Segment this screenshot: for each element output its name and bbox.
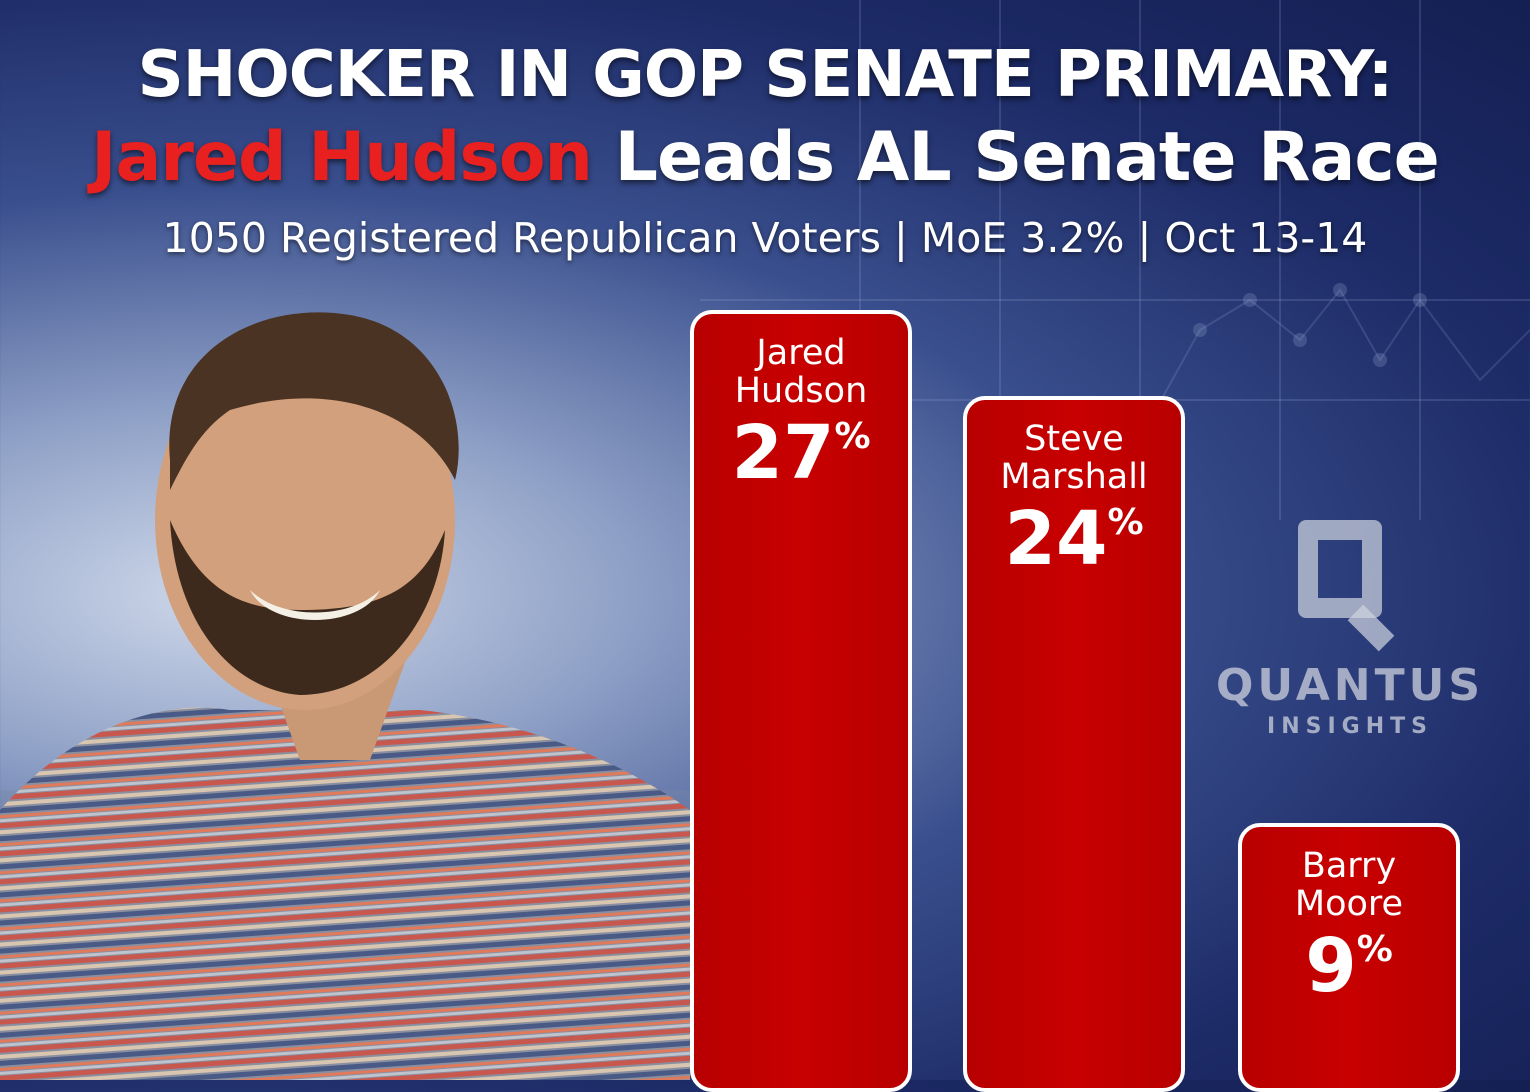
- title-rest: Leads AL Senate Race: [591, 118, 1440, 197]
- logo-submark: INSIGHTS: [1267, 714, 1433, 739]
- bar-value-label: 24%: [1004, 495, 1144, 582]
- bar-category-label: Barry Moore: [1294, 846, 1404, 925]
- q-logo-icon: [1298, 520, 1382, 618]
- bar-2: Steve Marshall 24%: [963, 395, 1185, 1092]
- logo-wordmark: QUANTUS: [1215, 660, 1485, 711]
- page-title-line1: SHOCKER IN GOP SENATE PRIMARY:: [137, 38, 1394, 112]
- bar-category-label: Jared Hudson: [734, 333, 868, 411]
- bar-category-label: Steve Marshall: [1000, 418, 1148, 497]
- quantus-insights-logo: QUANTUS INSIGHTS: [1210, 520, 1490, 750]
- bar-1: Jared Hudson 27%: [690, 310, 912, 1092]
- poll-subtitle: 1050 Registered Republican Voters | MoE …: [162, 214, 1368, 262]
- title-highlight: Jared Hudson: [91, 118, 593, 197]
- page-title-line2: Jared Hudson Leads AL Senate Race: [0, 118, 1530, 197]
- bar-value-label: 9%: [1305, 923, 1393, 1010]
- bar-3: Barry Moore 9%: [1238, 823, 1460, 1092]
- bar-value-label: 27%: [731, 410, 871, 496]
- candidate-photo: [0, 312, 690, 1080]
